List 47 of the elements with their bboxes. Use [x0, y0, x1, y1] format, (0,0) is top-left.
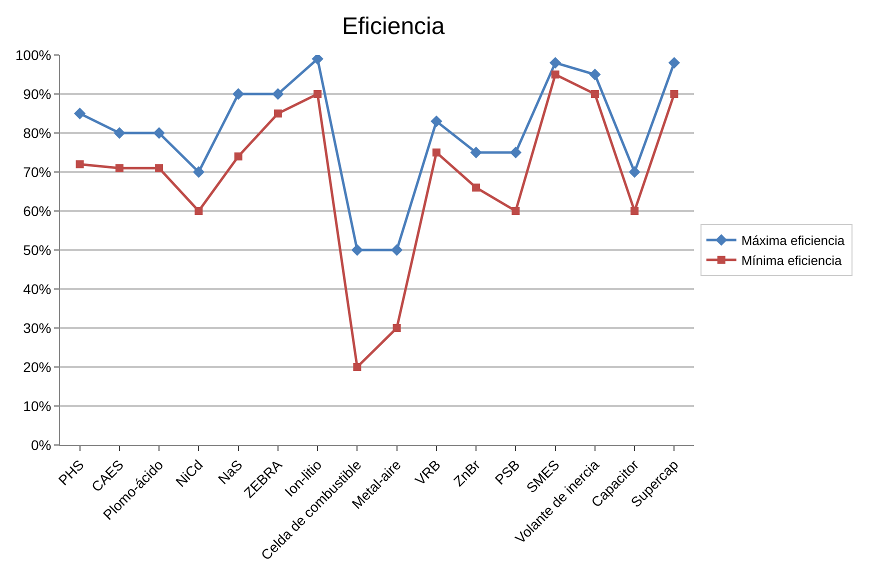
point: [234, 152, 242, 160]
legend-label: Máxima eficiencia: [741, 233, 846, 248]
point: [115, 164, 124, 172]
point: [74, 108, 86, 120]
point: [153, 127, 165, 139]
x-tick-label: VRB: [412, 456, 444, 488]
point: [272, 88, 284, 100]
point: [670, 90, 678, 98]
y-tick-label: 100%: [15, 46, 52, 63]
point: [232, 88, 244, 100]
y-tick-label: 50%: [23, 242, 52, 258]
point: [472, 184, 480, 192]
y-tick-label: 80%: [23, 124, 52, 141]
point: [551, 70, 560, 78]
y-tick-label: 0%: [30, 436, 52, 453]
point: [390, 244, 403, 256]
y-tick-label: 20%: [23, 358, 52, 375]
y-tick-label: 10%: [23, 398, 52, 414]
point: [589, 68, 601, 80]
legend-label: Mínima eficiencia: [741, 252, 843, 268]
point: [590, 90, 599, 98]
y-tick-label: 70%: [23, 164, 52, 180]
point: [351, 244, 364, 256]
point: [510, 146, 522, 158]
point: [512, 207, 520, 215]
point: [312, 55, 324, 65]
point: [192, 166, 205, 178]
point: [392, 324, 401, 332]
y-tick-label: 40%: [23, 280, 52, 297]
point: [155, 164, 164, 172]
y-tick-label: 30%: [23, 320, 52, 336]
point: [628, 166, 640, 178]
point: [353, 363, 362, 371]
point: [76, 160, 84, 168]
point: [470, 146, 482, 158]
point: [114, 127, 126, 139]
chart-title: Eficiencia: [342, 12, 446, 40]
point: [668, 56, 680, 69]
point: [274, 110, 282, 118]
y-tick-label: 60%: [23, 202, 52, 219]
point: [432, 148, 440, 156]
point: [430, 115, 442, 128]
point: [630, 207, 639, 215]
point: [314, 90, 322, 98]
y-tick-label: 90%: [23, 86, 52, 102]
point: [194, 207, 203, 215]
point: [549, 56, 562, 69]
